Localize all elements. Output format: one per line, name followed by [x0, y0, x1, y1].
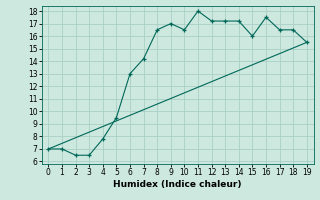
X-axis label: Humidex (Indice chaleur): Humidex (Indice chaleur) [113, 180, 242, 189]
